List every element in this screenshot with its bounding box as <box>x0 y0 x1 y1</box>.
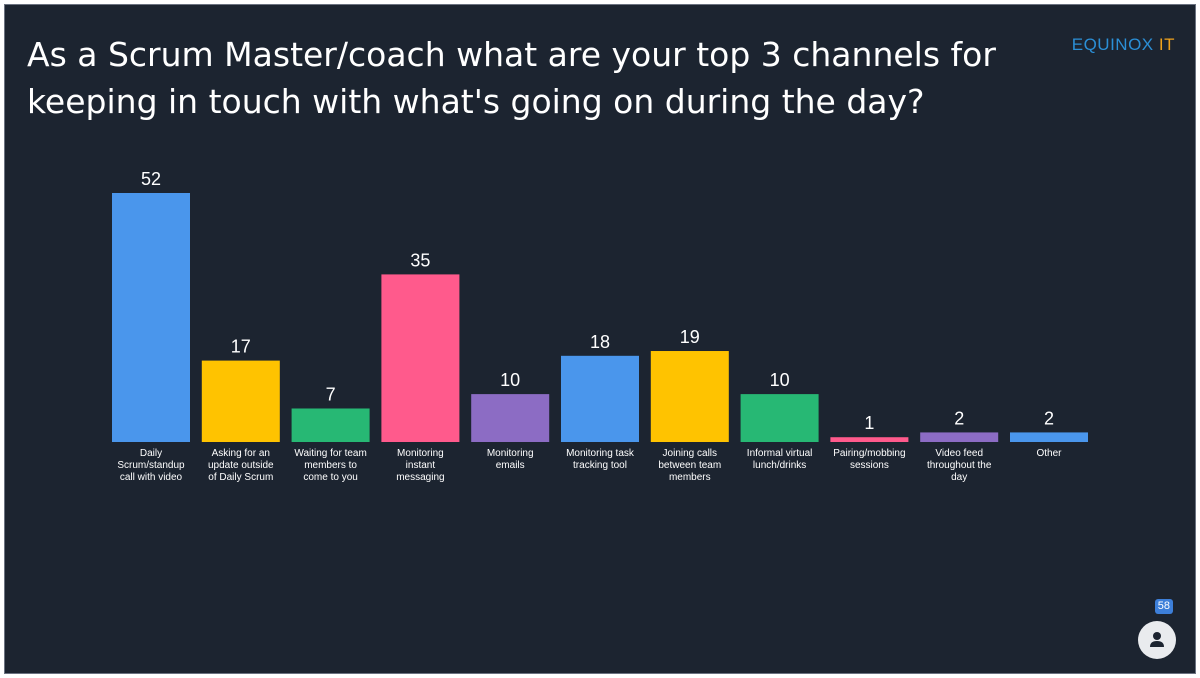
bar <box>381 274 460 442</box>
bar <box>1010 432 1088 442</box>
category-label: Asking for an update outside of Daily Scru… <box>208 448 274 483</box>
category-label: Informal virtual lunch/drinks <box>747 448 813 471</box>
bar <box>561 355 639 442</box>
brand-logo: EQUINOX IT <box>1072 35 1175 55</box>
bar-value-label: 2 <box>1044 408 1054 428</box>
bar <box>830 437 909 442</box>
bar <box>740 394 819 442</box>
category-label: Monitoring task tracking tool <box>566 448 635 471</box>
page-title: As a Scrum Master/coach what are your to… <box>27 35 996 121</box>
person-icon-glyph <box>1150 632 1164 647</box>
bar-value-label: 17 <box>231 337 251 357</box>
bar-value-label: 10 <box>500 370 520 390</box>
participant-count-badge: 58 <box>1154 599 1173 614</box>
participants-widget[interactable]: 58 <box>1133 599 1177 659</box>
category-label: Monitoring instant messaging <box>396 448 444 483</box>
bar-value-label: 18 <box>590 332 610 352</box>
poll-results-slide: 52 Daily Scrum/standup call with video 17 Ask… <box>4 4 1196 674</box>
bar-value-label: 19 <box>680 327 700 347</box>
category-label: Daily Scrum/standup call with video <box>117 448 185 483</box>
bar <box>471 394 550 442</box>
bar <box>201 360 280 442</box>
brand-name: EQUINOX <box>1071 35 1154 54</box>
bar-value-label: 35 <box>410 250 430 270</box>
bar <box>920 432 999 442</box>
bar <box>291 408 370 442</box>
category-label: Pairing/mobbing sessions <box>833 448 905 471</box>
category-label: Video feed throughout the day <box>927 448 992 483</box>
category-label: Monitoring emails <box>487 448 534 471</box>
category-label: Other <box>1036 448 1062 459</box>
bar-value-label: 1 <box>864 413 874 433</box>
bar <box>112 193 190 442</box>
category-label: Joining calls between team members <box>658 448 721 483</box>
bar-value-label: 7 <box>326 384 336 404</box>
bar-value-label: 52 <box>141 169 161 189</box>
bar-value-label: 2 <box>954 408 964 428</box>
brand-suffix: IT <box>1153 35 1175 54</box>
bar <box>650 351 729 442</box>
category-label: Waiting for team members to come to you <box>294 448 366 483</box>
bar-value-label: 10 <box>770 370 790 390</box>
person-icon[interactable] <box>1138 621 1176 659</box>
